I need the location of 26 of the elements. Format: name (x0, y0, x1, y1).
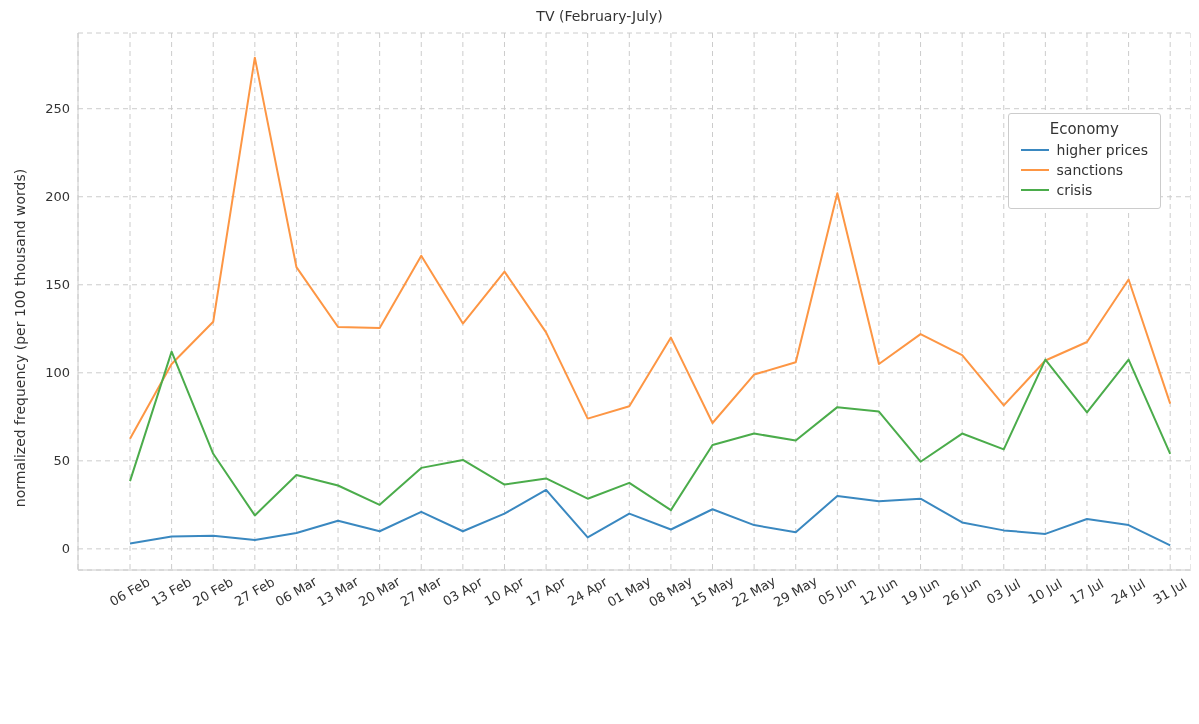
line-series (129, 350, 1172, 517)
y-tick-label: 100 (45, 365, 70, 381)
y-tick-label: 0 (61, 541, 70, 557)
line-series (129, 488, 1172, 547)
x-tick-label: 05 Jun (815, 574, 859, 609)
x-tick-label: 03 Apr (440, 573, 486, 609)
legend-label: sanctions (1056, 162, 1124, 178)
x-tick-label: 19 Jun (898, 574, 942, 609)
x-tick-label: 03 Jul (984, 575, 1024, 608)
x-tick-label: 06 Feb (107, 574, 153, 609)
legend-title: Economy (1048, 120, 1120, 138)
chart-title: TV (February-July) (535, 8, 664, 24)
legend-label: higher prices (1056, 142, 1148, 158)
x-tick-label: 31 Jul (1150, 575, 1190, 608)
line-series (129, 56, 1172, 440)
x-tick-label: 10 Jul (1025, 575, 1065, 608)
legend-label: crisis (1056, 182, 1093, 198)
x-tick-label: 12 Jun (857, 574, 901, 609)
x-tick-label: 26 Jun (940, 574, 984, 609)
x-tick-label: 24 Jul (1108, 575, 1148, 608)
y-tick-label: 50 (53, 453, 70, 469)
y-tick-label: 250 (45, 101, 70, 117)
y-tick-label: 150 (45, 277, 70, 293)
y-axis-title: normalized frequency (per 100 thousand words) (12, 168, 28, 508)
x-tick-label: 17 Jul (1067, 575, 1107, 608)
y-tick-label: 200 (45, 189, 70, 205)
